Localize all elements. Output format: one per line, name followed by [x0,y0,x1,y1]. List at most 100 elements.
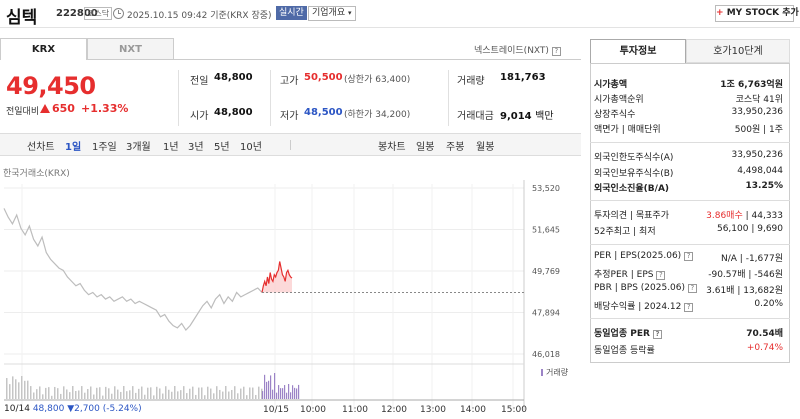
divider [590,244,790,245]
volume-bar [90,386,92,399]
volume-bar [48,387,50,399]
open-label: 시가 [190,111,209,122]
line-chart-button[interactable]: 선차트 [27,142,55,153]
volume-bar [117,389,119,399]
open-value: 48,800 [214,107,253,118]
foreign-ratio-value: 13.25% [745,181,784,191]
section-divider [0,133,581,134]
volume-bar [60,393,62,399]
up-triangle-icon [40,104,50,113]
help-icon[interactable]: ? [684,303,694,312]
period-3m[interactable]: 3개월 [126,142,151,153]
volume-bar [270,375,272,399]
volume-bar [174,386,176,399]
market-cap-label: 시가총액 [594,80,628,90]
series-today-area [262,261,292,293]
volume-bar [105,386,107,399]
change-amount: 650 [52,102,75,115]
help-icon[interactable]: ? [687,284,697,293]
x-tick-label: 11:00 [342,405,368,415]
tab-krx[interactable]: KRX [0,38,87,60]
volume-bar [276,392,278,399]
volume-bar [96,387,98,399]
volume-bar [290,392,292,399]
sector-change-label: 동일업종 등락률 [594,346,655,356]
volume-bar [288,384,290,399]
market-cap-rank-label: 시가총액순위 [594,95,644,105]
listed-shares-value: 33,950,236 [731,107,783,117]
candle-daily[interactable]: 일봉 [416,142,435,153]
help-icon[interactable]: ? [653,330,663,339]
tab-invest-info[interactable]: 투자정보 [590,39,686,63]
volume-bar [189,388,191,399]
y-tick-label: 46,018 [532,350,560,359]
period-10y[interactable]: 10년 [240,142,262,153]
volume-bar [186,393,188,399]
dividend-value: 0.20% [754,299,783,309]
volume-bar [135,392,137,399]
stock-name: 심텍 [6,8,38,28]
volume-bar [150,387,152,399]
foreign-limit-label: 외국인한도주식수(A) [594,153,674,163]
candle-weekly[interactable]: 주봉 [446,142,465,153]
help-icon[interactable]: ? [684,252,694,261]
volume-bar [123,386,125,399]
volume-bar [66,389,68,399]
volume-bar [198,387,200,399]
price-chart[interactable]: 53,520 51,645 49,769 47,894 46,018 10/15 10:00… [0,160,581,419]
period-5y[interactable]: 5년 [214,142,230,153]
change-label: 전일대비 [6,107,40,117]
high-label: 고가 [280,76,299,87]
volume-bar [21,376,23,399]
sector-change-value: +0.74% [746,343,783,353]
volume-bar [298,384,300,399]
volume-bar [57,388,59,399]
volume-bar [272,389,274,399]
volume-bar [240,388,242,399]
tab-quote10[interactable]: 호가10단계 [686,39,790,63]
volume-swatch [541,369,543,376]
market-cap-rank-value: 코스닥 41위 [735,95,783,105]
volume-bar [141,386,143,399]
volume-bar [132,386,134,399]
add-mystock-button[interactable]: + MY STOCK 추가 [715,5,799,22]
volume-bar [120,391,122,399]
volume-bar [165,386,167,399]
pbr-value: 3.61배 | 13,682원 [706,286,783,296]
realtime-badge[interactable]: 실시간 [276,6,307,20]
listed-shares-label: 상장주식수 [594,110,636,120]
low-value: 48,500 [304,107,343,118]
x-tick-label: 14:00 [460,405,486,415]
period-1w[interactable]: 1주일 [92,142,117,153]
market-badge: 코스닥 [84,7,113,20]
prev-close-value: 48,800 [214,72,253,83]
help-icon[interactable]: ? [551,47,561,56]
volume-bar [264,374,266,399]
volume-bar [286,392,288,399]
candle-monthly[interactable]: 월봉 [476,142,495,153]
prev-close-label: 전일 [190,76,209,87]
volume-bar [261,388,263,399]
volume-bar [42,394,44,399]
help-icon[interactable]: ? [656,271,666,280]
volume-bar [63,386,65,399]
dividend-label: 배당수익률 | 2024.12 ? [594,299,694,312]
volume-bar [54,386,56,399]
tab-nxt[interactable]: NXT [87,38,174,60]
low-label: 저가 [280,111,299,122]
candle-chart-button[interactable]: 봉차트 [378,142,406,153]
volume-bar [262,391,264,399]
est-per-value: -90.57배 | -546원 [708,270,783,280]
period-1d[interactable]: 1일 [65,142,82,153]
upper-limit: (상한가 63,400) [344,75,411,85]
period-1y[interactable]: 1년 [163,142,179,153]
volume-bar [9,384,11,399]
amount-value: 9,014 백만 [500,111,554,122]
period-3y[interactable]: 3년 [188,142,204,153]
market-cap-value: 1조 6,763억원 [720,80,783,90]
company-overview-button[interactable]: 기업개요 ▾ [308,6,356,21]
volume-bar [177,391,179,399]
volume-bar [6,378,8,399]
volume-bar [219,389,221,399]
volume-bar [111,393,113,399]
